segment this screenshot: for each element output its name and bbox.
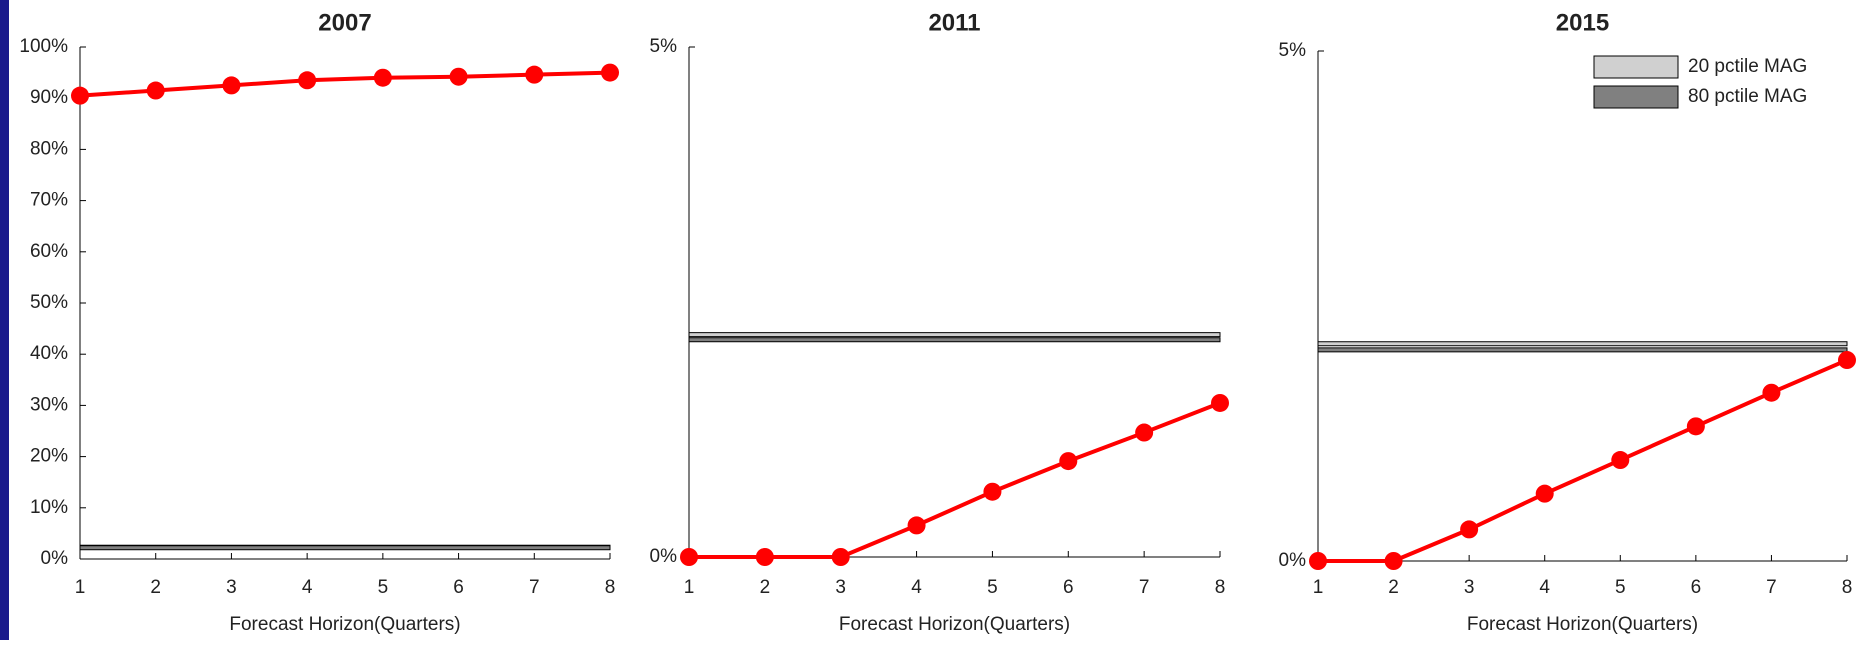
y-tick-label: 0%	[41, 548, 69, 569]
x-tick-label: 1	[684, 577, 695, 598]
point	[1838, 351, 1856, 370]
point	[1535, 484, 1554, 503]
series-line	[1318, 358, 1848, 563]
point	[1384, 552, 1403, 570]
y-tick-label: 5%	[1279, 40, 1307, 61]
chart-title: 2015	[1556, 9, 1609, 36]
x-tick-label: 7	[529, 577, 540, 598]
y-tick-label: 30%	[30, 394, 68, 415]
x-tick-label: 4	[911, 577, 922, 598]
point	[298, 71, 317, 90]
point	[755, 548, 774, 566]
y-tick-label: 0%	[1279, 550, 1307, 571]
x-axis-label: Forecast Horizon(Quarters)	[839, 614, 1070, 635]
x-tick-label: 5	[1615, 577, 1626, 598]
series-line	[689, 401, 1221, 559]
x-tick-label: 8	[1842, 577, 1853, 598]
y-tick-label: 70%	[30, 190, 68, 211]
point	[680, 548, 698, 566]
chart-title: 2007	[318, 9, 371, 36]
x-tick-label: 8	[1215, 577, 1226, 598]
point	[831, 548, 850, 566]
x-tick-label: 6	[453, 577, 464, 598]
x-tick-label: 4	[1539, 577, 1550, 598]
x-tick-label: 4	[302, 577, 313, 598]
x-tick-label: 5	[987, 577, 998, 598]
y-tick-label: 0%	[650, 546, 678, 567]
legend-swatch	[1593, 85, 1679, 109]
point	[983, 482, 1002, 501]
y-tick-label: 40%	[30, 343, 68, 364]
point	[1135, 423, 1154, 442]
point	[222, 76, 241, 95]
x-tick-label: 5	[378, 577, 389, 598]
x-tick-label: 1	[75, 577, 86, 598]
x-tick-label: 3	[226, 577, 237, 598]
legend-swatch	[1593, 55, 1679, 79]
point	[1611, 451, 1630, 470]
y-tick-label: 100%	[19, 36, 68, 57]
band	[688, 337, 1221, 343]
side-strip	[0, 0, 9, 640]
y-tick-label: 60%	[30, 241, 68, 262]
point	[146, 81, 165, 100]
x-tick-label: 6	[1691, 577, 1702, 598]
legend-label: 80 pctile MAG	[1688, 86, 1807, 107]
legend-label: 20 pctile MAG	[1688, 56, 1807, 77]
x-axis-label: Forecast Horizon(Quarters)	[229, 614, 460, 635]
x-tick-label: 2	[760, 577, 771, 598]
x-tick-label: 7	[1139, 577, 1150, 598]
x-tick-label: 8	[605, 577, 616, 598]
point	[373, 68, 392, 87]
series-line	[79, 70, 611, 98]
x-tick-label: 1	[1313, 577, 1324, 598]
point	[907, 516, 926, 535]
x-tick-label: 2	[150, 577, 161, 598]
point	[449, 67, 468, 86]
chart-title: 2011	[928, 9, 980, 36]
point	[1460, 520, 1479, 539]
point	[1762, 383, 1781, 402]
x-tick-label: 3	[835, 577, 846, 598]
point	[1309, 552, 1327, 570]
x-tick-label: 3	[1464, 577, 1475, 598]
point	[1686, 417, 1705, 436]
band	[688, 332, 1221, 338]
y-tick-label: 10%	[30, 497, 68, 518]
y-tick-label: 80%	[30, 138, 68, 159]
x-tick-label: 2	[1388, 577, 1399, 598]
x-axis-label: Forecast Horizon(Quarters)	[1467, 614, 1698, 635]
band	[1317, 341, 1848, 347]
x-tick-label: 7	[1766, 577, 1777, 598]
band	[1317, 347, 1848, 353]
y-tick-label: 20%	[30, 446, 68, 467]
y-tick-label: 50%	[30, 292, 68, 313]
y-tick-label: 90%	[30, 87, 68, 108]
x-tick-label: 6	[1063, 577, 1074, 598]
point	[71, 86, 89, 105]
y-tick-label: 5%	[650, 36, 678, 57]
point	[1211, 393, 1229, 412]
band	[79, 545, 611, 551]
point	[1059, 452, 1078, 471]
point	[525, 65, 544, 84]
point	[601, 63, 619, 82]
